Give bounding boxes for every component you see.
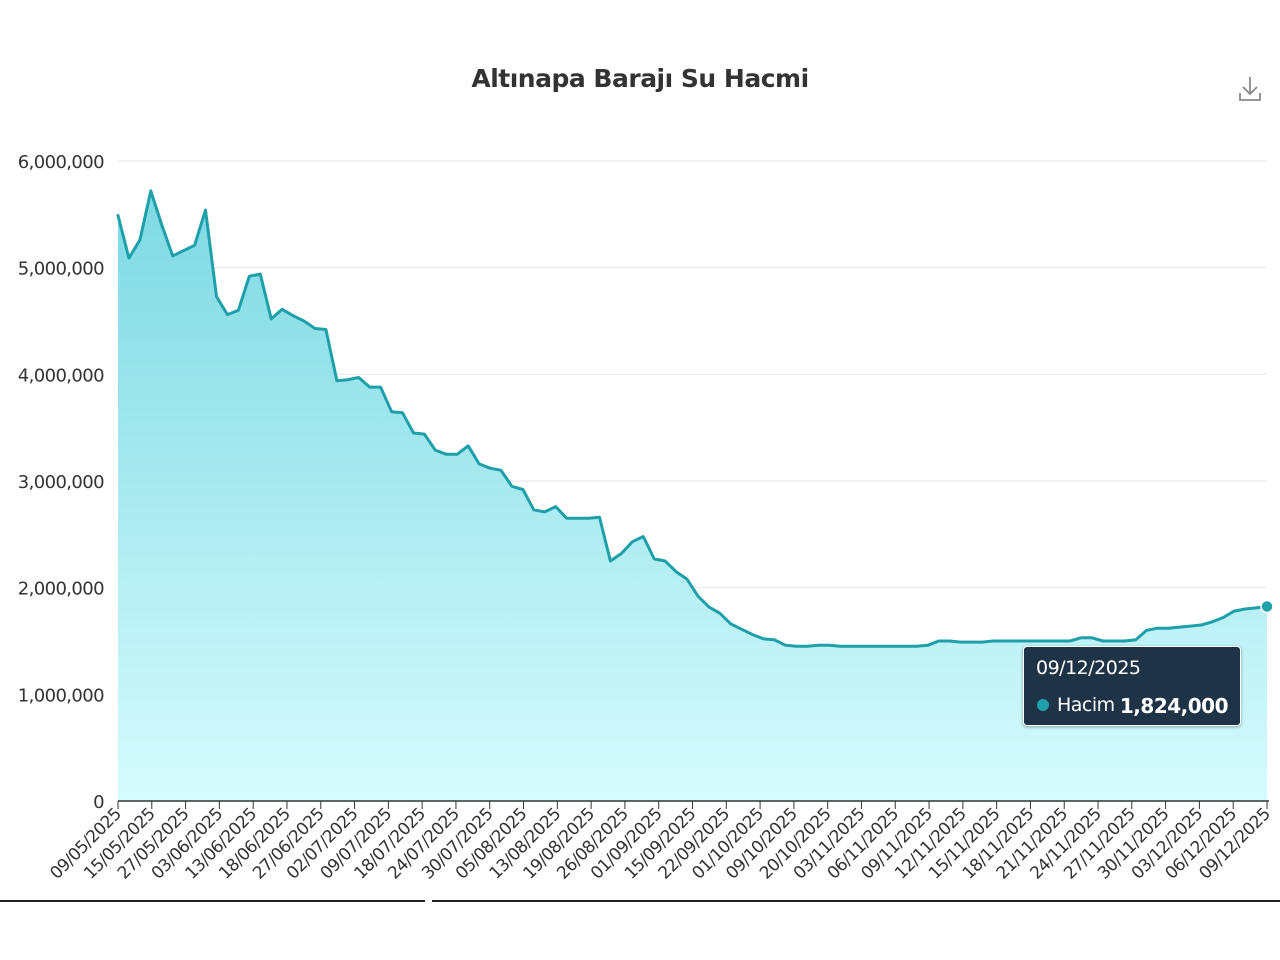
tooltip-series-name: Hacim — [1057, 694, 1115, 716]
tooltip: 09/12/2025 Hacim 1,824,000 — [1023, 646, 1241, 726]
download-icon — [1239, 77, 1261, 101]
y-tick-label: 1,000,000 — [18, 685, 104, 706]
tooltip-value: 1,824,000 — [1119, 694, 1229, 718]
y-tick-label: 5,000,000 — [18, 259, 104, 280]
chart-title: Altınapa Barajı Su Hacmi — [471, 64, 809, 93]
y-tick-label: 4,000,000 — [18, 365, 104, 386]
tooltip-series-dot — [1037, 699, 1049, 711]
y-tick-label: 2,000,000 — [18, 579, 104, 600]
y-tick-label: 6,000,000 — [18, 152, 104, 173]
page-divider — [0, 900, 1280, 902]
y-tick-label: 3,000,000 — [18, 472, 104, 493]
tooltip-date: 09/12/2025 — [1036, 657, 1141, 679]
series-line — [116, 189, 1269, 648]
hover-point[interactable] — [1260, 599, 1274, 614]
series-area — [118, 190, 1267, 801]
download-button[interactable] — [1234, 72, 1266, 106]
y-tick-label: 0 — [93, 792, 104, 813]
